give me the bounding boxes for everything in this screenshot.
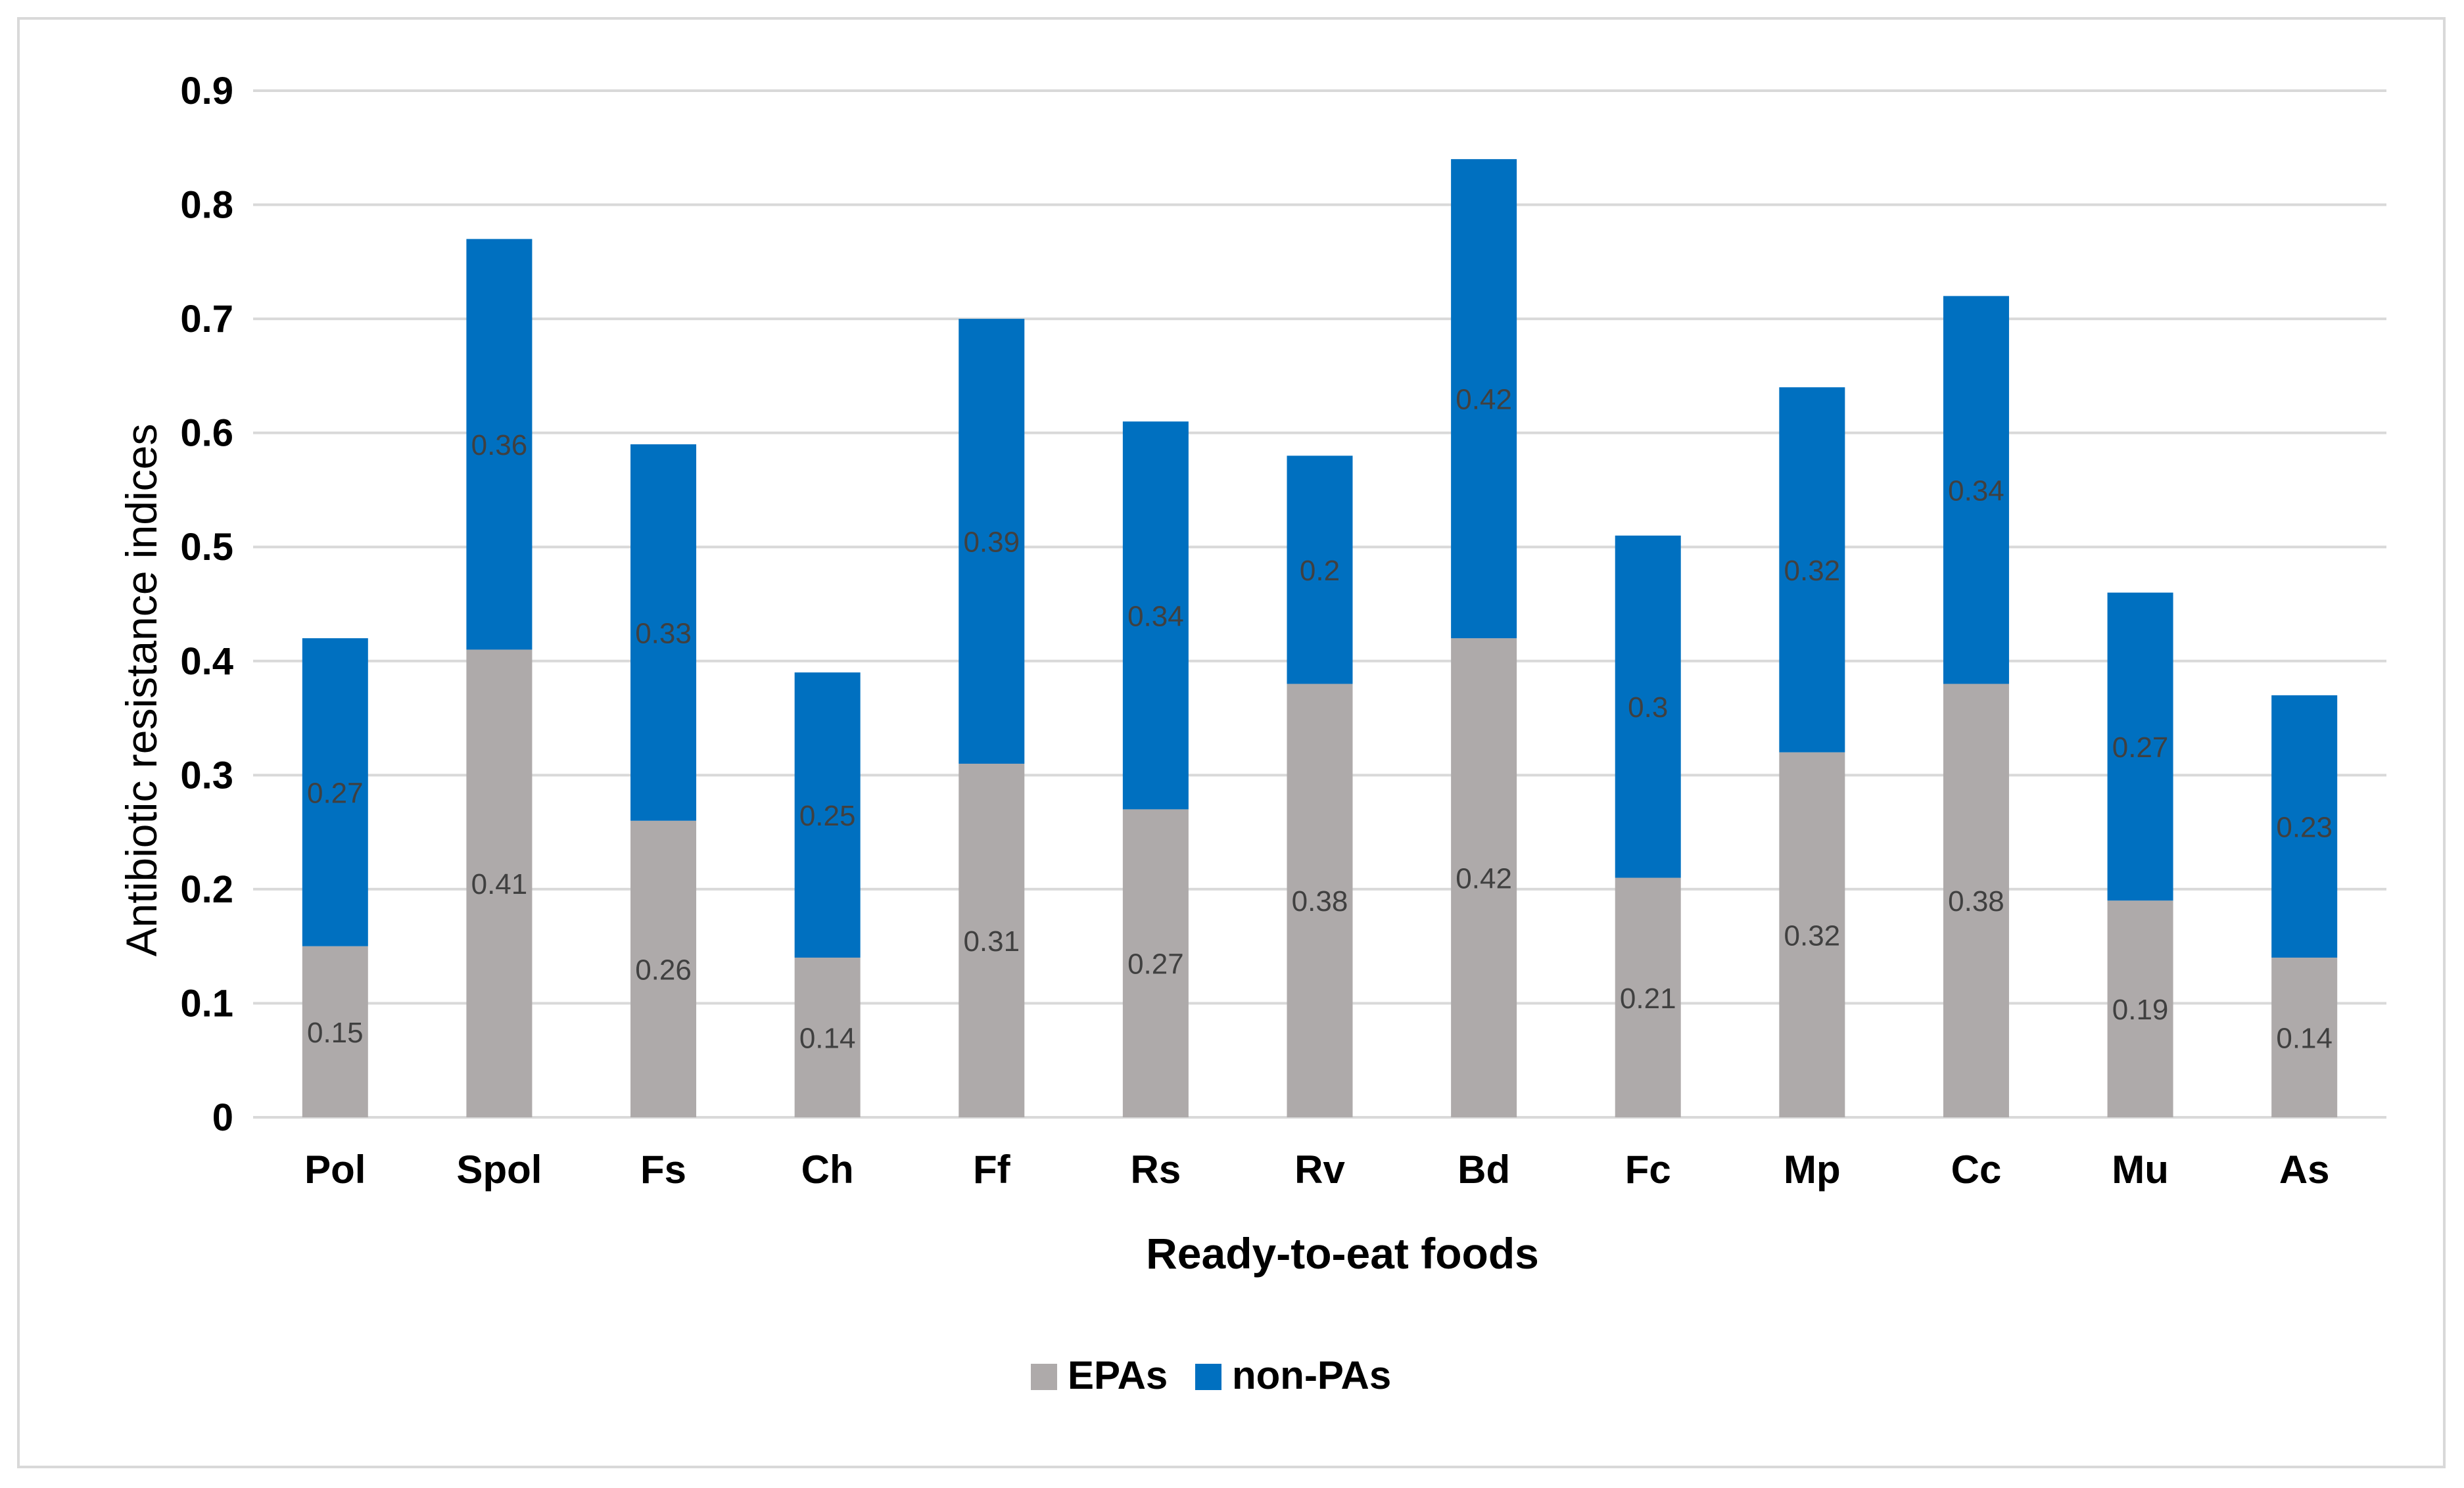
- data-label: 0.14: [2276, 1023, 2333, 1055]
- x-tick-label: Fc: [1625, 1148, 1671, 1192]
- bar-non-pas-ch: [794, 672, 861, 958]
- bar-epas-spol: [466, 649, 533, 1117]
- y-tick-label: 0.3: [180, 754, 233, 797]
- x-tick-label: Rv: [1294, 1148, 1345, 1192]
- bar-non-pas-cc: [1943, 296, 2009, 684]
- x-tick-label: Mp: [1784, 1148, 1841, 1192]
- y-tick-label: 0.7: [180, 298, 233, 340]
- data-label: 0.19: [2112, 994, 2169, 1026]
- bar-epas-bd: [1451, 638, 1517, 1117]
- y-axis-ticks: 0 0.1 0.2 0.3 0.4 0.5 0.6 0.7 0.8 0.9: [180, 70, 233, 1139]
- data-label: 0.33: [635, 617, 692, 649]
- data-label: 0.36: [471, 429, 528, 461]
- bar-non-pas-ff: [959, 319, 1025, 764]
- x-tick-label: Ff: [973, 1148, 1011, 1192]
- bar-non-pas-mu: [2107, 592, 2173, 901]
- data-label: 0.41: [471, 868, 528, 900]
- bar-non-pas-rs: [1122, 421, 1189, 810]
- x-tick-label: Ch: [801, 1148, 854, 1192]
- legend-swatch-epas: [1031, 1364, 1057, 1390]
- stacked-bar-chart: 0 0.1 0.2 0.3 0.4 0.5 0.6 0.7 0.8 0.9 0.15 0.27 0.4…: [117, 70, 2386, 1397]
- bar-non-pas-pol: [302, 638, 368, 946]
- data-label: 0.15: [307, 1017, 364, 1049]
- bar-non-pas-bd: [1451, 159, 1517, 639]
- data-label: 0.32: [1784, 919, 1841, 952]
- bar-non-pas-fs: [630, 444, 697, 821]
- data-label: 0.14: [799, 1023, 856, 1055]
- bar-non-pas-as: [2271, 695, 2338, 958]
- legend-label-epas: EPAs: [1068, 1353, 1168, 1397]
- y-tick-label: 0.2: [180, 868, 233, 911]
- legend: EPAs non-PAs: [1031, 1353, 1391, 1397]
- data-label: 0.31: [963, 925, 1020, 958]
- bar-epas-as: [2271, 958, 2338, 1117]
- bar-non-pas-spol: [466, 239, 533, 650]
- x-tick-label: Mu: [2112, 1148, 2169, 1192]
- x-tick-label: Cc: [1951, 1148, 2002, 1192]
- data-label: 0.27: [2112, 732, 2169, 764]
- data-label: 0.25: [799, 800, 856, 832]
- data-label: 0.21: [1620, 983, 1676, 1015]
- x-tick-label: Pol: [304, 1148, 366, 1192]
- bar-epas-mu: [2107, 900, 2173, 1117]
- chart-area: 0 0.1 0.2 0.3 0.4 0.5 0.6 0.7 0.8 0.9 0.15 0.27 0.4…: [17, 17, 2446, 1468]
- data-label: 0.39: [963, 526, 1020, 559]
- x-tick-label: Fs: [640, 1148, 686, 1192]
- data-labels: 0.15 0.27 0.41 0.36 0.26 0.33 0.14 0.25 0.31 0.39…: [307, 384, 2333, 1055]
- bars: [302, 159, 2338, 1117]
- legend-label-non-pas: non-PAs: [1232, 1353, 1391, 1397]
- bar-epas-pol: [302, 946, 368, 1117]
- bar-epas-rv: [1287, 684, 1353, 1117]
- data-label: 0.38: [1292, 885, 1348, 918]
- y-tick-label: 0.6: [180, 412, 233, 455]
- y-tick-label: 0.5: [180, 526, 233, 569]
- y-tick-label: 0.9: [180, 70, 233, 112]
- y-tick-label: 0.1: [180, 982, 233, 1025]
- data-label: 0.34: [1948, 475, 2004, 507]
- x-tick-label: As: [2279, 1148, 2330, 1192]
- x-tick-label: Rs: [1131, 1148, 1181, 1192]
- bar-epas-ch: [794, 958, 861, 1117]
- legend-swatch-non-pas: [1195, 1364, 1221, 1390]
- bar-epas-fs: [630, 820, 697, 1117]
- x-tick-label: Bd: [1457, 1148, 1510, 1192]
- data-label: 0.42: [1456, 384, 1512, 416]
- bar-epas-fc: [1615, 877, 1681, 1117]
- y-axis-title: Antibiotic resistance indices: [117, 424, 166, 957]
- bar-epas-ff: [959, 763, 1025, 1117]
- bar-non-pas-mp: [1779, 387, 1845, 753]
- x-axis-title: Ready-to-eat foods: [1146, 1229, 1539, 1278]
- bar-epas-mp: [1779, 752, 1845, 1117]
- data-label: 0.34: [1127, 600, 1184, 632]
- data-label: 0.42: [1456, 863, 1512, 895]
- x-tick-label: Spol: [456, 1148, 542, 1192]
- data-label: 0.26: [635, 954, 692, 986]
- y-tick-label: 0: [212, 1096, 233, 1139]
- data-label: 0.27: [307, 777, 364, 809]
- bar-non-pas-fc: [1615, 535, 1681, 878]
- x-axis-ticks: Pol Spol Fs Ch Ff Rs Rv Bd Fc Mp Cc Mu As: [304, 1148, 2329, 1192]
- data-label: 0.27: [1127, 948, 1184, 981]
- bar-epas-rs: [1122, 809, 1189, 1117]
- data-label: 0.32: [1784, 555, 1841, 587]
- data-label: 0.38: [1948, 885, 2004, 918]
- data-label: 0.2: [1300, 555, 1340, 587]
- y-tick-label: 0.8: [180, 184, 233, 227]
- data-label: 0.3: [1628, 691, 1668, 724]
- y-tick-label: 0.4: [180, 640, 233, 683]
- bar-non-pas-rv: [1287, 455, 1353, 684]
- data-label: 0.23: [2276, 811, 2333, 843]
- bar-epas-cc: [1943, 684, 2009, 1117]
